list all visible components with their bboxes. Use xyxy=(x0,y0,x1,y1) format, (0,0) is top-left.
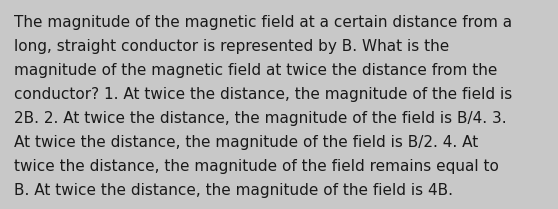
Text: twice the distance, the magnitude of the field remains equal to: twice the distance, the magnitude of the… xyxy=(14,159,499,174)
Text: The magnitude of the magnetic field at a certain distance from a: The magnitude of the magnetic field at a… xyxy=(14,15,512,30)
Text: At twice the distance, the magnitude of the field is B/2. 4. At: At twice the distance, the magnitude of … xyxy=(14,135,478,150)
Text: 2B. 2. At twice the distance, the magnitude of the field is B/4. 3.: 2B. 2. At twice the distance, the magnit… xyxy=(14,111,507,126)
Text: conductor? 1. At twice the distance, the magnitude of the field is: conductor? 1. At twice the distance, the… xyxy=(14,87,512,102)
Text: magnitude of the magnetic field at twice the distance from the: magnitude of the magnetic field at twice… xyxy=(14,63,497,78)
Text: long, straight conductor is represented by B. What is the: long, straight conductor is represented … xyxy=(14,39,449,54)
Text: B. At twice the distance, the magnitude of the field is 4B.: B. At twice the distance, the magnitude … xyxy=(14,183,453,198)
